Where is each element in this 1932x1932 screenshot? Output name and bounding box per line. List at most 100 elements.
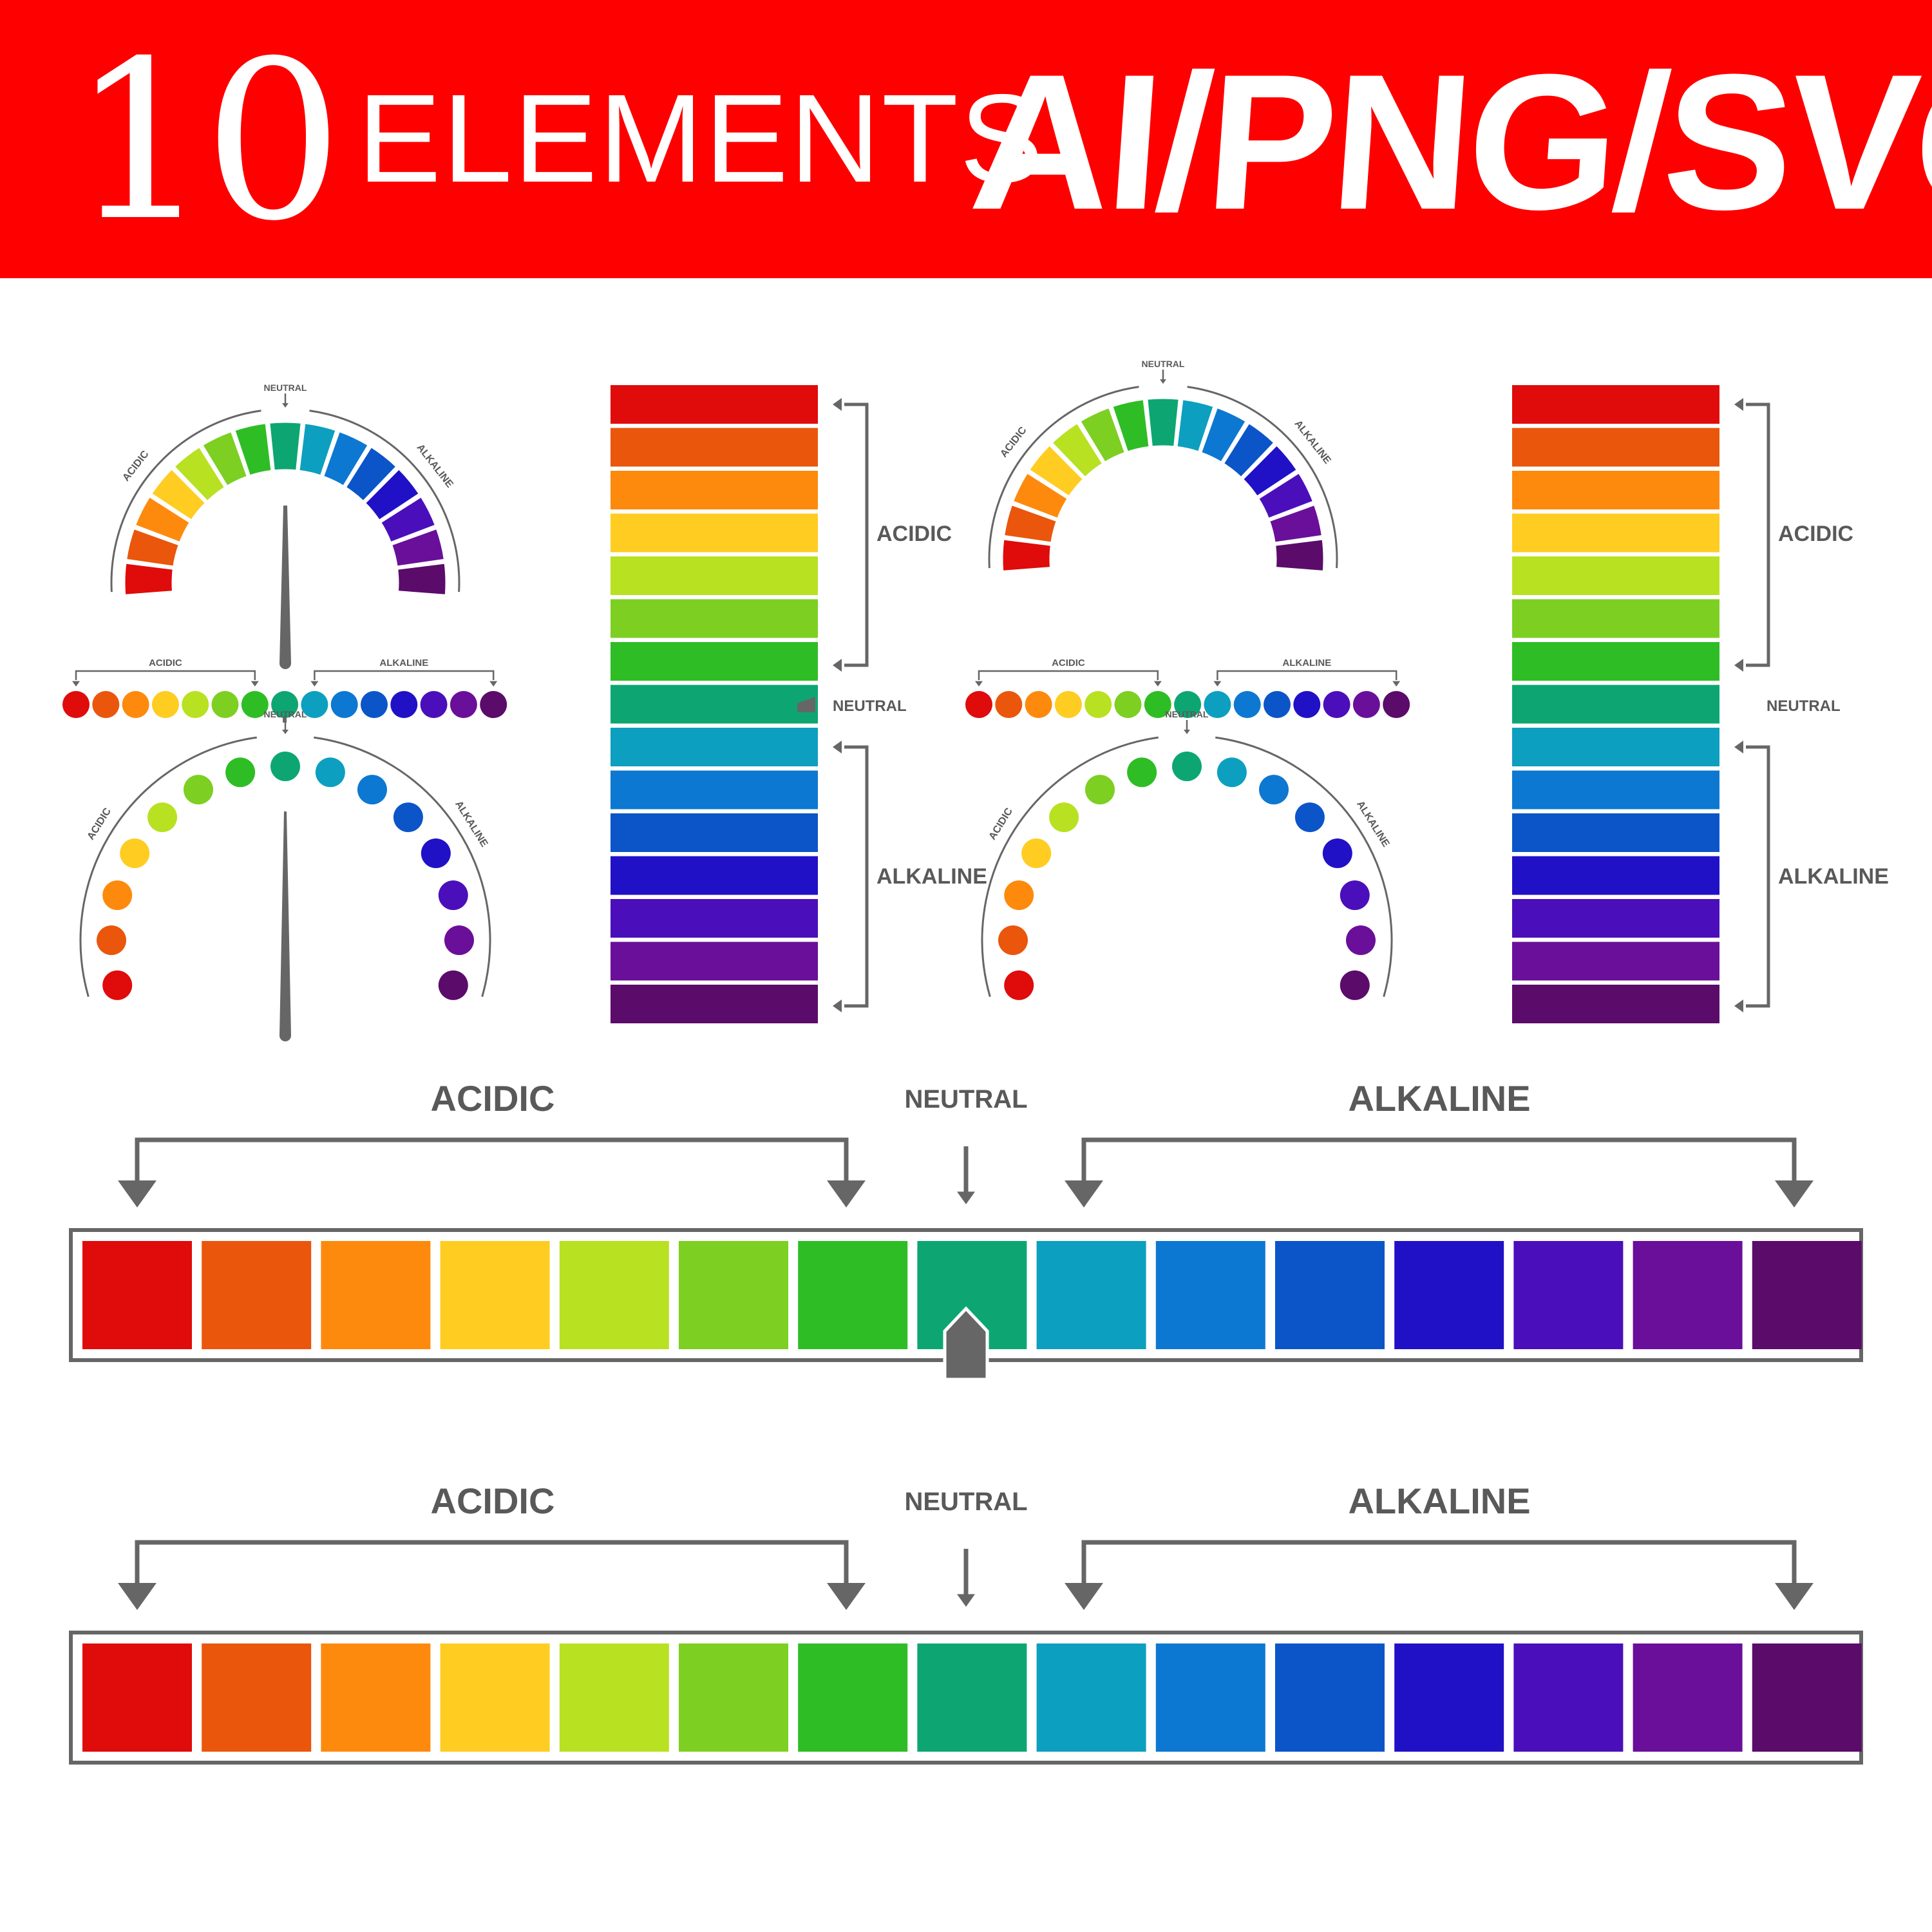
title-word: ELEMENTS bbox=[357, 68, 1045, 209]
dot-row-scale-2: ACIDIC ALKALINE bbox=[965, 658, 1410, 718]
arrow-down-icon bbox=[1184, 730, 1190, 734]
alkaline-label: ALKALINE bbox=[876, 864, 987, 889]
arrow-down-icon bbox=[118, 1180, 156, 1208]
color-dot bbox=[1340, 970, 1370, 1000]
color-dot bbox=[450, 691, 477, 718]
color-dot bbox=[1054, 691, 1082, 718]
color-dot bbox=[120, 838, 150, 868]
color-dot bbox=[361, 691, 388, 718]
color-cell bbox=[321, 1643, 431, 1752]
vertical-scale-with-pointer: ACIDIC ALKALINE NEUTRAL bbox=[611, 385, 987, 1023]
acidic-arc bbox=[110, 410, 261, 592]
color-dot bbox=[444, 925, 474, 955]
color-cell bbox=[559, 1241, 669, 1349]
gauge-segment bbox=[123, 562, 175, 597]
gauge-segment bbox=[268, 421, 303, 472]
arrow-left-icon bbox=[833, 659, 842, 672]
gauge-segment bbox=[1027, 443, 1085, 498]
color-dot bbox=[1004, 970, 1034, 1000]
gauge-segment bbox=[172, 445, 227, 503]
color-cell bbox=[1512, 428, 1719, 467]
color-dot bbox=[393, 802, 423, 833]
color-dot bbox=[1174, 691, 1202, 718]
color-cell bbox=[1155, 1241, 1265, 1349]
color-cell bbox=[1513, 1643, 1624, 1752]
arrow-down-icon bbox=[957, 1191, 975, 1204]
color-cell bbox=[1512, 599, 1719, 638]
gauge-segment bbox=[1050, 421, 1104, 479]
arrow-down-icon bbox=[1213, 681, 1222, 687]
color-cell bbox=[611, 471, 818, 509]
acidic-label: ACIDIC bbox=[431, 1481, 555, 1521]
gauge-segment bbox=[298, 422, 338, 477]
gauge-segmented-with-needle: ACIDIC ALKALINE NEUTRAL bbox=[110, 383, 460, 669]
color-cell bbox=[798, 1643, 908, 1752]
alkaline-arc bbox=[309, 410, 460, 592]
alkaline-label: ALKALINE bbox=[1778, 864, 1889, 889]
alkaline-label: ALKALINE bbox=[1348, 1481, 1530, 1521]
color-cell bbox=[1275, 1241, 1385, 1349]
arrow-down-icon bbox=[118, 1583, 156, 1610]
color-cell bbox=[1633, 1643, 1743, 1752]
acidic-label: ACIDIC bbox=[876, 522, 952, 546]
horizontal-scale: ACIDIC NEUTRAL ALKALINE bbox=[69, 1481, 1863, 1765]
gauge-segment bbox=[1001, 538, 1053, 573]
color-cell bbox=[1512, 942, 1719, 981]
arrow-left-icon bbox=[1734, 398, 1743, 411]
gauge-segment bbox=[1256, 471, 1315, 520]
color-dot bbox=[122, 691, 149, 718]
arrow-left-icon bbox=[833, 999, 842, 1012]
acidic-arc bbox=[79, 736, 257, 998]
color-dot bbox=[1383, 691, 1410, 718]
color-cell bbox=[202, 1643, 312, 1752]
gauge-segment bbox=[344, 445, 399, 503]
arrow-down-icon bbox=[1775, 1583, 1814, 1610]
color-dot bbox=[1352, 691, 1380, 718]
color-dot bbox=[1172, 752, 1202, 781]
neutral-pointer-icon bbox=[797, 697, 815, 712]
color-cell bbox=[1512, 899, 1719, 938]
color-dot bbox=[1025, 691, 1052, 718]
needle-icon bbox=[279, 811, 291, 1041]
gauge-segment bbox=[1002, 503, 1059, 544]
color-cell bbox=[1633, 1241, 1743, 1349]
color-cell bbox=[917, 1643, 1027, 1752]
arrow-down-icon bbox=[827, 1180, 866, 1208]
color-cell bbox=[1512, 728, 1719, 766]
color-dot bbox=[1293, 691, 1321, 718]
gauge-segment bbox=[321, 430, 370, 488]
color-dot bbox=[1340, 880, 1370, 911]
acidic-bracket bbox=[135, 1540, 849, 1596]
color-cell bbox=[1512, 985, 1719, 1023]
color-dot bbox=[102, 970, 133, 1000]
color-dot bbox=[241, 691, 269, 718]
color-cell bbox=[1512, 856, 1719, 895]
color-dot bbox=[330, 691, 358, 718]
alkaline-label: ALKALINE bbox=[1348, 1078, 1530, 1119]
acidic-bracket bbox=[978, 670, 1159, 680]
color-cell bbox=[611, 728, 818, 766]
color-cell bbox=[1512, 685, 1719, 724]
acidic-label: ACIDIC bbox=[1052, 658, 1085, 668]
gauge-segment bbox=[1222, 421, 1276, 479]
needle-icon bbox=[279, 506, 291, 669]
color-dot bbox=[182, 691, 209, 718]
acidic-bracket bbox=[1746, 402, 1770, 667]
color-dot bbox=[998, 925, 1028, 955]
arrow-down-icon bbox=[1065, 1583, 1103, 1610]
alkaline-bracket bbox=[314, 670, 495, 680]
arrow-left-icon bbox=[833, 741, 842, 753]
horizontal-scale-with-pointer: ACIDIC NEUTRAL ALKALINE bbox=[69, 1078, 1863, 1381]
color-dot bbox=[97, 925, 126, 955]
gauge-segment bbox=[133, 495, 192, 544]
color-dot bbox=[390, 691, 418, 718]
acidic-bracket bbox=[135, 1137, 849, 1193]
acidic-bracket bbox=[844, 402, 869, 667]
gauge-segment bbox=[1175, 398, 1216, 453]
color-cell bbox=[1512, 471, 1719, 509]
color-dot bbox=[965, 691, 992, 718]
alkaline-label: ALKALINE bbox=[379, 658, 428, 668]
gauge-segment bbox=[1199, 406, 1248, 464]
